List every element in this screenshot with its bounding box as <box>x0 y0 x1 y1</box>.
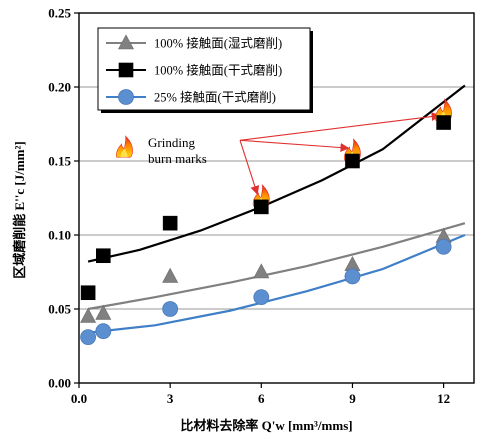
data-point <box>162 301 179 317</box>
data-point <box>162 215 178 231</box>
annotation-arrow <box>239 112 441 141</box>
data-point <box>436 115 451 130</box>
x-tick-label: 3 <box>167 391 174 406</box>
data-point <box>80 329 97 346</box>
data-point <box>95 323 112 340</box>
flame-core <box>120 148 128 158</box>
x-tick-label: 12 <box>437 391 450 406</box>
annotation-arrow <box>239 140 260 195</box>
data-point <box>345 153 360 169</box>
flame-shape <box>435 98 452 121</box>
annotation-arrow <box>239 139 350 153</box>
annotation-line: Grinding <box>148 135 195 150</box>
x-tick-label: 6 <box>258 391 265 406</box>
y-tick-label: 0.20 <box>48 80 71 95</box>
legend-marker <box>118 62 134 78</box>
legend-entry: 25% 接触面(干式磨削) <box>154 90 276 105</box>
x-tick-label: 0.0 <box>71 391 87 406</box>
plot-frame <box>78 12 475 384</box>
data-point <box>435 238 452 255</box>
x-tick-label: 9 <box>349 391 356 406</box>
data-point <box>95 304 112 320</box>
data-points <box>80 115 452 346</box>
flame-shape <box>116 135 133 158</box>
data-point <box>344 255 361 271</box>
y-tick-label: 0.15 <box>48 154 71 169</box>
annotation-line: burn marks <box>148 151 207 166</box>
flame-icon <box>116 135 133 158</box>
legend-entry: 100% 接触面(湿式磨削) <box>154 36 282 51</box>
trend-lines <box>87 84 466 334</box>
plot-border <box>78 12 475 384</box>
legend-entry: 100% 接触面(干式磨削) <box>154 63 282 78</box>
x-axis-label: 比材料去除率 Q'w [mm³/mms] <box>180 418 352 433</box>
y-tick-label: 0.05 <box>48 302 71 317</box>
legend-marker <box>118 89 134 105</box>
y-tick-label: 0.00 <box>48 376 71 391</box>
y-axis-label: 区域磨削能 E''c [J/mm²] <box>12 141 27 279</box>
data-point <box>253 263 270 279</box>
trend-line <box>87 222 466 311</box>
data-point <box>344 268 361 285</box>
data-point <box>162 267 179 283</box>
data-point <box>254 199 269 215</box>
trend-line <box>87 233 466 334</box>
data-point <box>96 248 111 264</box>
data-point <box>253 289 270 306</box>
axis-ticks: 0.00 0.05 0.10 0.15 0.20 0.25 0.0 3 6 9 12 <box>48 6 450 407</box>
legend: 100% 接触面(湿式磨削) 100% 接触面(干式磨削) 25% 接触面(干式磨削… <box>97 27 313 113</box>
data-point <box>80 307 97 323</box>
data-point <box>80 285 96 301</box>
y-tick-label: 0.10 <box>48 228 71 243</box>
y-tick-label: 0.25 <box>48 6 71 21</box>
legend-marker <box>117 34 135 50</box>
